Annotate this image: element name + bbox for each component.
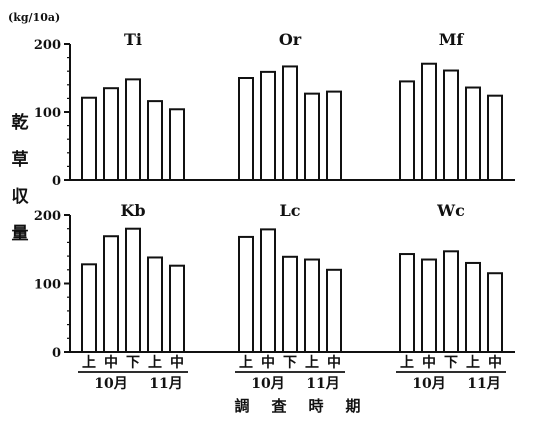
bar (169, 108, 185, 181)
x-axis-title-char: 期 (345, 397, 360, 415)
bar (238, 77, 254, 181)
x-tick-label: 下 (444, 355, 458, 371)
x-tick-label: 上 (466, 355, 480, 371)
x-tick-label: 中 (261, 354, 275, 371)
panel-label: Mf (439, 30, 465, 49)
x-tick-label: 中 (104, 354, 118, 371)
bar (304, 258, 320, 353)
y-tick-label: 100 (34, 106, 61, 121)
bar (81, 263, 97, 354)
bar (443, 250, 459, 353)
bar (487, 272, 503, 354)
bar (282, 255, 298, 353)
y-tick-label: 200 (34, 38, 61, 53)
month-label: 11月 (149, 376, 182, 392)
x-tick-label: 上 (148, 355, 162, 371)
y-tick-label: 200 (34, 209, 61, 224)
y-tick-label: 0 (52, 174, 61, 189)
y-tick-label: 0 (52, 346, 61, 361)
y-axis-title-char: 乾 (12, 112, 29, 133)
bar (103, 87, 119, 181)
x-axis-title-char: 調 (234, 397, 249, 415)
bar (443, 69, 459, 181)
bar (465, 86, 481, 181)
bar (282, 65, 298, 181)
bar (169, 264, 185, 353)
bar (125, 78, 141, 181)
panel-label: Ti (124, 30, 142, 49)
panel-label: Lc (280, 201, 301, 220)
x-tick-label: 上 (82, 355, 96, 371)
x-axis-title-char: 査 (271, 397, 287, 415)
bar (326, 90, 342, 181)
y-axis-title-char: 量 (12, 223, 29, 244)
bar (81, 96, 97, 181)
bar (399, 253, 415, 353)
x-tick-label: 中 (488, 354, 502, 371)
x-axis-title-char: 時 (308, 397, 323, 415)
x-tick-label: 上 (239, 355, 253, 371)
x-tick-label: 上 (305, 355, 319, 371)
y-axis-title-char: 収 (12, 187, 30, 207)
month-label: 11月 (306, 376, 339, 392)
bar (260, 228, 276, 353)
panel-label: Or (279, 30, 302, 49)
y-axis-title-char: 草 (12, 150, 29, 170)
y-unit-label: (kg/10a) (8, 11, 60, 24)
bar (421, 258, 437, 353)
bar (103, 235, 119, 353)
bar (125, 227, 141, 353)
bar (147, 256, 163, 353)
bar (421, 62, 437, 181)
x-tick-label: 下 (126, 355, 140, 371)
bar (260, 70, 276, 181)
panel-label: Wc (436, 201, 465, 220)
bar (326, 268, 342, 353)
y-tick-label: 100 (34, 278, 61, 293)
x-tick-label: 中 (170, 354, 184, 371)
bar (487, 94, 503, 181)
month-label: 10月 (412, 376, 445, 392)
bar (465, 261, 481, 354)
x-tick-label: 上 (400, 355, 414, 371)
panel-label: Kb (120, 201, 145, 220)
month-label: 10月 (94, 376, 127, 392)
bar (147, 100, 163, 181)
x-tick-label: 中 (327, 354, 341, 371)
x-tick-label: 下 (283, 355, 297, 371)
bar (304, 92, 320, 181)
bar (238, 235, 254, 353)
bar (399, 80, 415, 181)
month-label: 10月 (251, 376, 284, 392)
x-tick-label: 中 (422, 354, 436, 371)
month-label: 11月 (467, 376, 500, 392)
